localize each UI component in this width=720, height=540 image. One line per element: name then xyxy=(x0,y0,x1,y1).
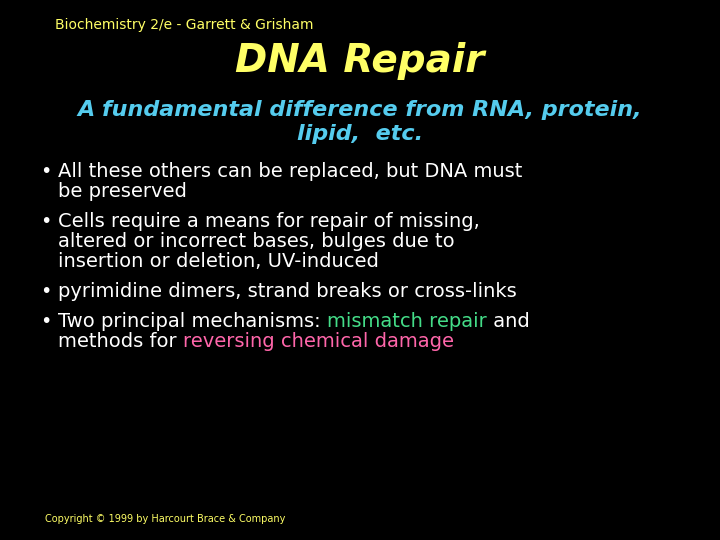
Text: lipid,  etc.: lipid, etc. xyxy=(297,124,423,144)
Text: be preserved: be preserved xyxy=(58,182,187,201)
Text: DNA Repair: DNA Repair xyxy=(235,42,485,80)
Text: •: • xyxy=(40,162,51,181)
Text: methods for: methods for xyxy=(58,332,183,351)
Text: Cells require a means for repair of missing,: Cells require a means for repair of miss… xyxy=(58,212,480,231)
Text: pyrimidine dimers, strand breaks or cross-links: pyrimidine dimers, strand breaks or cros… xyxy=(58,282,517,301)
Text: •: • xyxy=(40,212,51,231)
Text: mismatch repair: mismatch repair xyxy=(327,312,487,331)
Text: Copyright © 1999 by Harcourt Brace & Company: Copyright © 1999 by Harcourt Brace & Com… xyxy=(45,514,285,524)
Text: Biochemistry 2/e - Garrett & Grisham: Biochemistry 2/e - Garrett & Grisham xyxy=(55,18,313,32)
Text: insertion or deletion, UV-induced: insertion or deletion, UV-induced xyxy=(58,252,379,271)
Text: Two principal mechanisms:: Two principal mechanisms: xyxy=(58,312,327,331)
Text: and: and xyxy=(487,312,529,331)
Text: All these others can be replaced, but DNA must: All these others can be replaced, but DN… xyxy=(58,162,523,181)
Text: reversing chemical damage: reversing chemical damage xyxy=(183,332,454,351)
Text: A fundamental difference from RNA, protein,: A fundamental difference from RNA, prote… xyxy=(78,100,642,120)
Text: •: • xyxy=(40,282,51,301)
Text: altered or incorrect bases, bulges due to: altered or incorrect bases, bulges due t… xyxy=(58,232,454,251)
Text: •: • xyxy=(40,312,51,331)
